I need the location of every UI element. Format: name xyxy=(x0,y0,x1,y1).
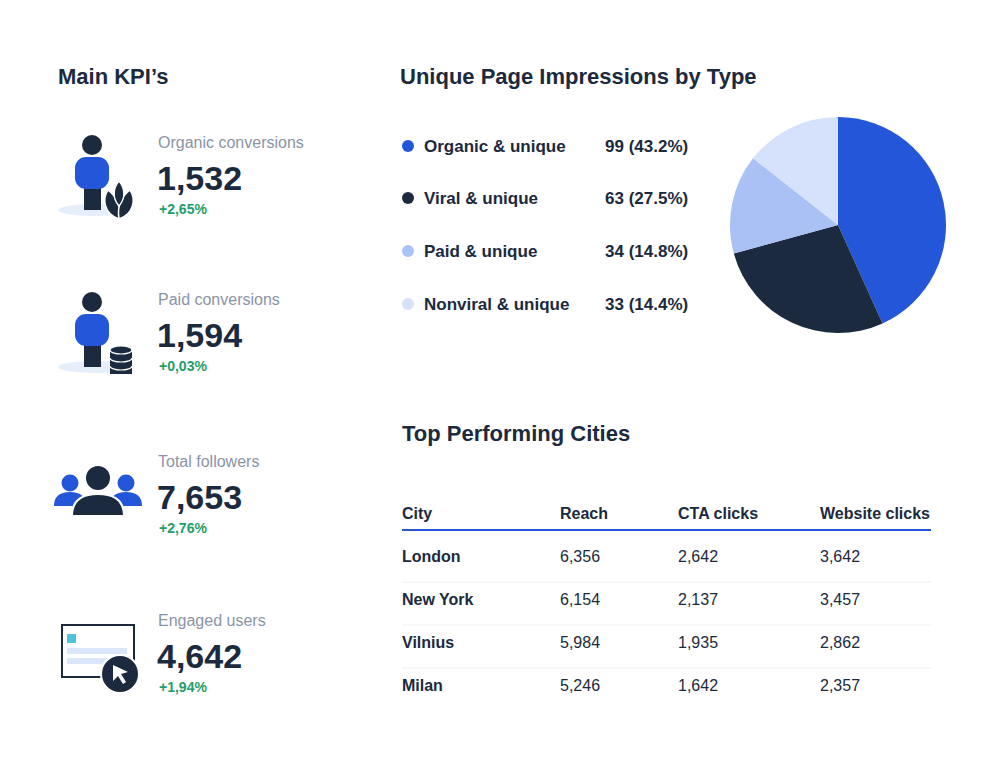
kpi-item: Engaged users 4,642 +1,94% xyxy=(157,612,266,695)
table-cell: 3,642 xyxy=(820,548,860,565)
table-header: City xyxy=(402,505,432,522)
table-header: CTA clicks xyxy=(678,505,758,522)
kpi-value: 7,653 xyxy=(157,478,242,516)
table-cell: 6,356 xyxy=(560,548,600,565)
dashboard: Main KPI’s Organic conversions 1,532 +2,65%… xyxy=(0,0,992,763)
legend: Organic & unique 99 (43.2%) Viral & unique… xyxy=(402,137,688,314)
table-cell: 5,246 xyxy=(560,677,600,694)
coins-icon xyxy=(110,346,132,374)
pie-panel: Unique Page Impressions by Type Organic &… xyxy=(400,64,946,333)
plant-leaf xyxy=(114,181,124,206)
group-center-head xyxy=(85,465,111,491)
kpi-change: +2,65% xyxy=(159,201,207,217)
legend-swatch xyxy=(402,298,414,310)
kpi-change: +2,76% xyxy=(159,520,207,536)
legend-item: Paid & unique 34 (14.8%) xyxy=(402,242,688,261)
kpi-value: 1,594 xyxy=(157,316,242,354)
chart-title: Unique Page Impressions by Type xyxy=(400,64,757,89)
browser-icon xyxy=(62,625,139,693)
browser-badge xyxy=(67,634,76,643)
header-rule xyxy=(402,529,931,531)
group-center-body xyxy=(72,494,124,516)
table-cell: 2,137 xyxy=(678,591,718,608)
table-cell: 1,935 xyxy=(678,634,718,651)
table-header: Reach xyxy=(560,505,608,522)
icon-head xyxy=(82,135,102,155)
table-cell: New York xyxy=(402,591,474,608)
kpi-label: Organic conversions xyxy=(158,134,304,151)
section-title: Main KPI’s xyxy=(58,64,168,89)
row-rule xyxy=(402,668,931,669)
legend-swatch xyxy=(402,245,414,257)
kpi-value: 4,642 xyxy=(157,637,242,675)
legend-label: Organic & unique xyxy=(424,137,566,156)
table-cell: 1,642 xyxy=(678,677,718,694)
table-cell: 5,984 xyxy=(560,634,600,651)
table-title: Top Performing Cities xyxy=(402,421,630,446)
row-rule xyxy=(402,582,931,583)
legend-item: Organic & unique 99 (43.2%) xyxy=(402,137,688,156)
legend-value: 34 (14.8%) xyxy=(605,242,688,261)
icons xyxy=(54,135,142,693)
cursor-badge xyxy=(101,655,139,693)
browser-bar xyxy=(67,648,127,654)
pie-slice xyxy=(753,117,838,225)
coin-top xyxy=(110,346,132,354)
person-icon xyxy=(58,135,132,216)
icon-head xyxy=(82,292,102,312)
icon-body xyxy=(75,314,109,346)
kpi-value: 1,532 xyxy=(157,159,242,197)
table-cell: 2,642 xyxy=(678,548,718,565)
row-rule xyxy=(402,625,931,626)
table-cell: 2,357 xyxy=(820,677,860,694)
legend-value: 99 (43.2%) xyxy=(605,137,688,156)
kpi-label: Paid conversions xyxy=(158,291,280,308)
table-cell: 2,862 xyxy=(820,634,860,651)
table-header: Website clicks xyxy=(820,505,930,522)
table-cell: Milan xyxy=(402,677,443,694)
kpi-panel: Main KPI’s Organic conversions 1,532 +2,65%… xyxy=(54,64,304,695)
table-cell: 3,457 xyxy=(820,591,860,608)
legend-label: Paid & unique xyxy=(424,242,537,261)
legend-swatch xyxy=(402,192,414,204)
kpi-item: Paid conversions 1,594 +0,03% xyxy=(157,291,280,374)
legend-item: Nonviral & unique 33 (14.4%) xyxy=(402,295,688,314)
table-cell: Vilnius xyxy=(402,634,454,651)
plant-icon xyxy=(105,181,133,219)
legend-label: Nonviral & unique xyxy=(424,295,569,314)
kpi-change: +0,03% xyxy=(159,358,207,374)
group-icon xyxy=(54,465,142,516)
kpi-item: Organic conversions 1,532 +2,65% xyxy=(157,134,304,217)
kpi-label: Total followers xyxy=(158,453,259,470)
table-cell: 6,154 xyxy=(560,591,600,608)
kpi-change: +1,94% xyxy=(159,679,207,695)
person-icon xyxy=(58,292,132,373)
legend-value: 33 (14.4%) xyxy=(605,295,688,314)
legend-label: Viral & unique xyxy=(424,189,538,208)
icon-body xyxy=(75,157,109,189)
legend-item: Viral & unique 63 (27.5%) xyxy=(402,189,688,208)
table-cell: London xyxy=(402,548,461,565)
pie-slices xyxy=(730,117,946,333)
kpi-label: Engaged users xyxy=(158,612,266,629)
group-side-head xyxy=(118,475,135,492)
table-panel: Top Performing Cities City Reach CTA clicks… xyxy=(402,421,931,694)
cursor-arrow xyxy=(113,665,128,684)
legend-value: 63 (27.5%) xyxy=(605,189,688,208)
kpi-item: Total followers 7,653 +2,76% xyxy=(157,453,259,536)
group-side-head xyxy=(62,475,79,492)
legend-swatch xyxy=(402,140,414,152)
